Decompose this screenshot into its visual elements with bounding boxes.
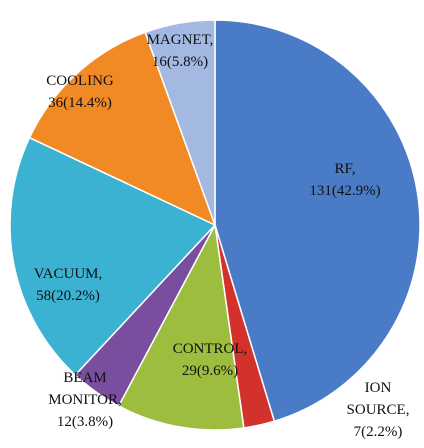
value-label: 58(20.2%) [36, 288, 100, 304]
value-label: 29(9.6%) [181, 363, 239, 379]
category-label: COOLING [46, 73, 114, 89]
data-label: ION SOURCE, 7(2.2%) [338, 377, 418, 443]
value-label: 16(5.8%) [151, 54, 209, 70]
pie-slice [144, 19, 216, 226]
category-label: RF, [334, 161, 356, 177]
pie-slice [117, 222, 245, 431]
data-label: RF, 131(42.9%) [285, 158, 405, 202]
data-label: COOLING 36(14.4%) [30, 70, 130, 114]
data-label: MAGNET, 16(5.8%) [130, 29, 230, 73]
category-label: ION SOURCE, [346, 380, 410, 418]
data-label: VACUUM, 58(20.2%) [18, 263, 118, 307]
pie-slice [214, 19, 421, 423]
category-label: BEAM MONITOR, [48, 370, 122, 408]
value-label: 36(14.4%) [48, 95, 112, 111]
data-label: CONTROL, 29(9.6%) [170, 338, 250, 382]
category-label: CONTROL, [172, 341, 248, 357]
value-label: 12(3.8%) [56, 414, 114, 430]
value-label: 7(2.2%) [353, 424, 403, 440]
data-label: BEAM MONITOR, 12(3.8%) [35, 367, 135, 433]
pie-slice [9, 136, 217, 377]
category-label: MAGNET, [146, 32, 214, 48]
category-label: VACUUM, [33, 266, 103, 282]
value-label: 131(42.9%) [309, 183, 381, 199]
pie-slice [28, 31, 217, 227]
